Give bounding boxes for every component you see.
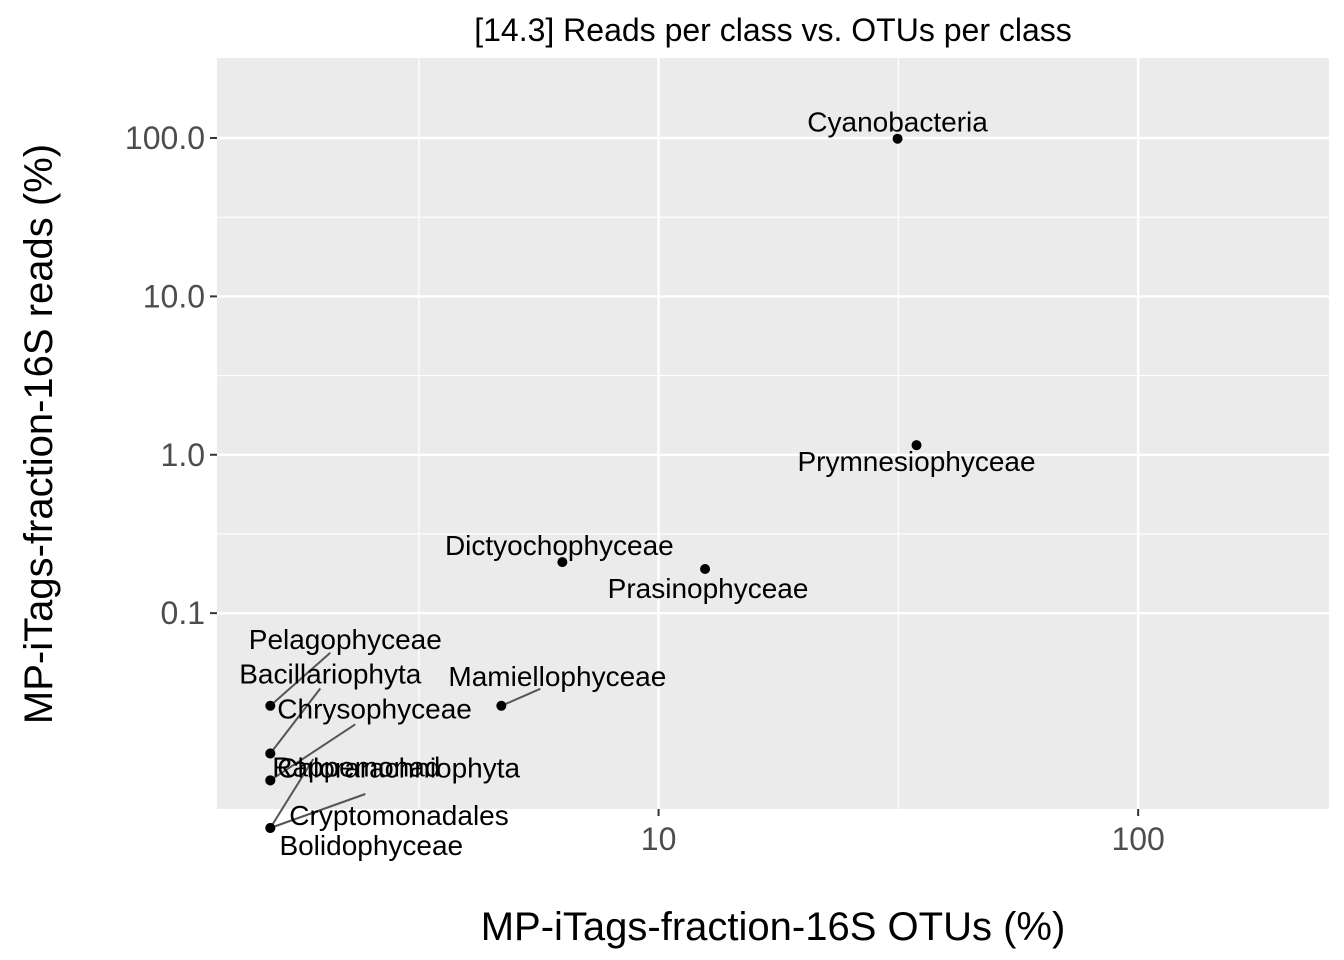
point-label: Pelagophyceae — [249, 624, 442, 655]
x-axis-title: MP-iTags-fraction-16S OTUs (%) — [481, 905, 1066, 949]
x-tick-label: 100 — [1111, 821, 1164, 857]
y-axis-title: MP-iTags-fraction-16S reads (%) — [17, 144, 61, 724]
point-label: Chlorarachniophyta — [277, 752, 520, 783]
point-label: Bacillariophyta — [239, 658, 422, 689]
y-tick-label: 1.0 — [161, 437, 205, 473]
point-label: Bolidophyceae — [279, 830, 463, 861]
data-point — [265, 823, 276, 834]
leader-line — [269, 723, 356, 782]
leader-line — [269, 793, 366, 829]
y-axis-ticks: 0.1 1.0 10.0 100.0 — [125, 120, 217, 631]
leader-line — [269, 758, 315, 829]
leader-line — [269, 652, 331, 707]
point-label: Dictyochophyceae — [445, 530, 674, 561]
data-point — [911, 440, 922, 451]
data-point — [496, 700, 507, 711]
leader-line — [500, 687, 541, 707]
point-label: Cryptomonadales — [289, 800, 508, 831]
chart-title: [14.3] Reads per class vs. OTUs per clas… — [474, 12, 1072, 48]
y-tick-label: 10.0 — [143, 278, 205, 314]
point-label: Rappemonad — [272, 751, 440, 782]
data-point — [557, 557, 568, 568]
major-gridlines — [217, 58, 1329, 809]
x-tick-label: 10 — [641, 821, 677, 857]
point-labels: Cyanobacteria Prymnesiophyceae Dictyochoph… — [239, 107, 1035, 861]
data-points — [265, 133, 922, 834]
point-label: Mamiellophyceae — [448, 661, 666, 692]
data-point — [265, 700, 276, 711]
point-label: Cyanobacteria — [807, 107, 988, 138]
label-leader-lines — [269, 652, 541, 829]
y-tick-label: 0.1 — [161, 595, 205, 631]
plot-panel — [217, 58, 1329, 809]
point-label: Chrysophyceae — [277, 693, 472, 724]
minor-gridlines — [217, 58, 1329, 809]
point-label: Prymnesiophyceae — [797, 446, 1035, 477]
data-point — [265, 775, 276, 786]
point-label: Prasinophyceae — [608, 573, 809, 604]
data-point — [265, 748, 276, 759]
data-point — [892, 133, 903, 144]
data-point — [700, 564, 711, 575]
x-axis-ticks: 10 100 — [641, 809, 1165, 857]
leader-line — [269, 687, 322, 755]
y-tick-label: 100.0 — [125, 120, 205, 156]
